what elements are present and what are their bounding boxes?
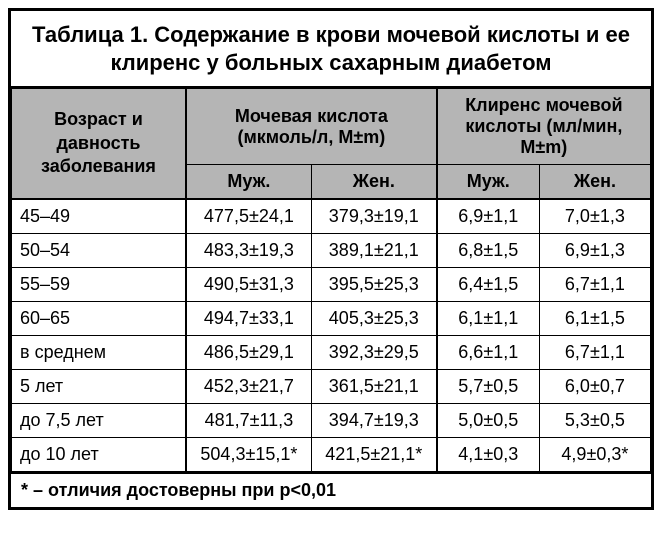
- table-row: до 7,5 лет 481,7±11,3 394,7±19,3 5,0±0,5…: [12, 404, 651, 438]
- cell-ua-m: 477,5±24,1: [186, 199, 311, 234]
- table-row: 50–54 483,3±19,3 389,1±21,1 6,8±1,5 6,9±…: [12, 234, 651, 268]
- cell-cl-m: 6,1±1,1: [437, 302, 540, 336]
- cell-ua-m: 452,3±21,7: [186, 370, 311, 404]
- row-label: 60–65: [12, 302, 186, 336]
- cell-cl-f: 4,9±0,3*: [539, 438, 650, 472]
- uric-acid-table: Таблица 1. Содержание в крови мочевой ки…: [8, 8, 654, 510]
- col-cl-female: Жен.: [539, 165, 650, 200]
- cell-cl-m: 4,1±0,3: [437, 438, 540, 472]
- cell-cl-m: 5,7±0,5: [437, 370, 540, 404]
- row-label: 55–59: [12, 268, 186, 302]
- cell-ua-f: 389,1±21,1: [311, 234, 436, 268]
- cell-ua-m: 504,3±15,1*: [186, 438, 311, 472]
- cell-cl-m: 6,8±1,5: [437, 234, 540, 268]
- table-row: 5 лет 452,3±21,7 361,5±21,1 5,7±0,5 6,0±…: [12, 370, 651, 404]
- cell-cl-f: 6,1±1,5: [539, 302, 650, 336]
- cell-cl-m: 6,9±1,1: [437, 199, 540, 234]
- cell-cl-f: 6,0±0,7: [539, 370, 650, 404]
- cell-ua-f: 395,5±25,3: [311, 268, 436, 302]
- row-label: в среднем: [12, 336, 186, 370]
- table-row: 45–49 477,5±24,1 379,3±19,1 6,9±1,1 7,0±…: [12, 199, 651, 234]
- cell-cl-f: 7,0±1,3: [539, 199, 650, 234]
- cell-ua-f: 361,5±21,1: [311, 370, 436, 404]
- cell-cl-m: 6,6±1,1: [437, 336, 540, 370]
- table-row: 55–59 490,5±31,3 395,5±25,3 6,4±1,5 6,7±…: [12, 268, 651, 302]
- cell-cl-f: 6,7±1,1: [539, 336, 650, 370]
- data-table: Возраст и давность заболевания Мочевая к…: [11, 88, 651, 472]
- cell-ua-m: 494,7±33,1: [186, 302, 311, 336]
- cell-ua-f: 392,3±29,5: [311, 336, 436, 370]
- col-uric-acid-header: Мочевая кислота (мкмоль/л, M±m): [186, 89, 437, 165]
- row-label: 5 лет: [12, 370, 186, 404]
- cell-ua-f: 421,5±21,1*: [311, 438, 436, 472]
- row-label: 50–54: [12, 234, 186, 268]
- row-label: до 10 лет: [12, 438, 186, 472]
- col-clearance-header: Клиренс мочевой кислоты (мл/мин, M±m): [437, 89, 651, 165]
- table-footnote: * – отличия достоверны при p<0,01: [11, 472, 651, 507]
- cell-cl-m: 5,0±0,5: [437, 404, 540, 438]
- col-age-header: Возраст и давность заболевания: [12, 89, 186, 200]
- col-cl-male: Муж.: [437, 165, 540, 200]
- cell-cl-f: 5,3±0,5: [539, 404, 650, 438]
- table-body: 45–49 477,5±24,1 379,3±19,1 6,9±1,1 7,0±…: [12, 199, 651, 472]
- col-ua-female: Жен.: [311, 165, 436, 200]
- cell-cl-f: 6,7±1,1: [539, 268, 650, 302]
- cell-ua-m: 481,7±11,3: [186, 404, 311, 438]
- cell-ua-f: 394,7±19,3: [311, 404, 436, 438]
- cell-ua-m: 486,5±29,1: [186, 336, 311, 370]
- cell-ua-m: 483,3±19,3: [186, 234, 311, 268]
- table-title: Таблица 1. Содержание в крови мочевой ки…: [11, 11, 651, 88]
- col-ua-male: Муж.: [186, 165, 311, 200]
- cell-cl-m: 6,4±1,5: [437, 268, 540, 302]
- cell-ua-m: 490,5±31,3: [186, 268, 311, 302]
- table-row: в среднем 486,5±29,1 392,3±29,5 6,6±1,1 …: [12, 336, 651, 370]
- cell-ua-f: 379,3±19,1: [311, 199, 436, 234]
- row-label: 45–49: [12, 199, 186, 234]
- table-row: 60–65 494,7±33,1 405,3±25,3 6,1±1,1 6,1±…: [12, 302, 651, 336]
- cell-cl-f: 6,9±1,3: [539, 234, 650, 268]
- cell-ua-f: 405,3±25,3: [311, 302, 436, 336]
- table-row: до 10 лет 504,3±15,1* 421,5±21,1* 4,1±0,…: [12, 438, 651, 472]
- row-label: до 7,5 лет: [12, 404, 186, 438]
